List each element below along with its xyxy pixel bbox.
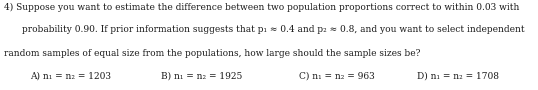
Text: C) n₁ = n₂ = 963: C) n₁ = n₂ = 963: [299, 72, 374, 81]
Text: 4) Suppose you want to estimate the difference between two population proportion: 4) Suppose you want to estimate the diff…: [4, 3, 520, 12]
Text: probability 0.90. If prior information suggests that p₁ ≈ 0.4 and p₂ ≈ 0.8, and : probability 0.90. If prior information s…: [22, 25, 524, 34]
Text: random samples of equal size from the populations, how large should the sample s: random samples of equal size from the po…: [4, 49, 421, 58]
Text: D) n₁ = n₂ = 1708: D) n₁ = n₂ = 1708: [417, 72, 499, 81]
Text: B) n₁ = n₂ = 1925: B) n₁ = n₂ = 1925: [161, 72, 243, 81]
Text: A) n₁ = n₂ = 1203: A) n₁ = n₂ = 1203: [30, 72, 111, 81]
